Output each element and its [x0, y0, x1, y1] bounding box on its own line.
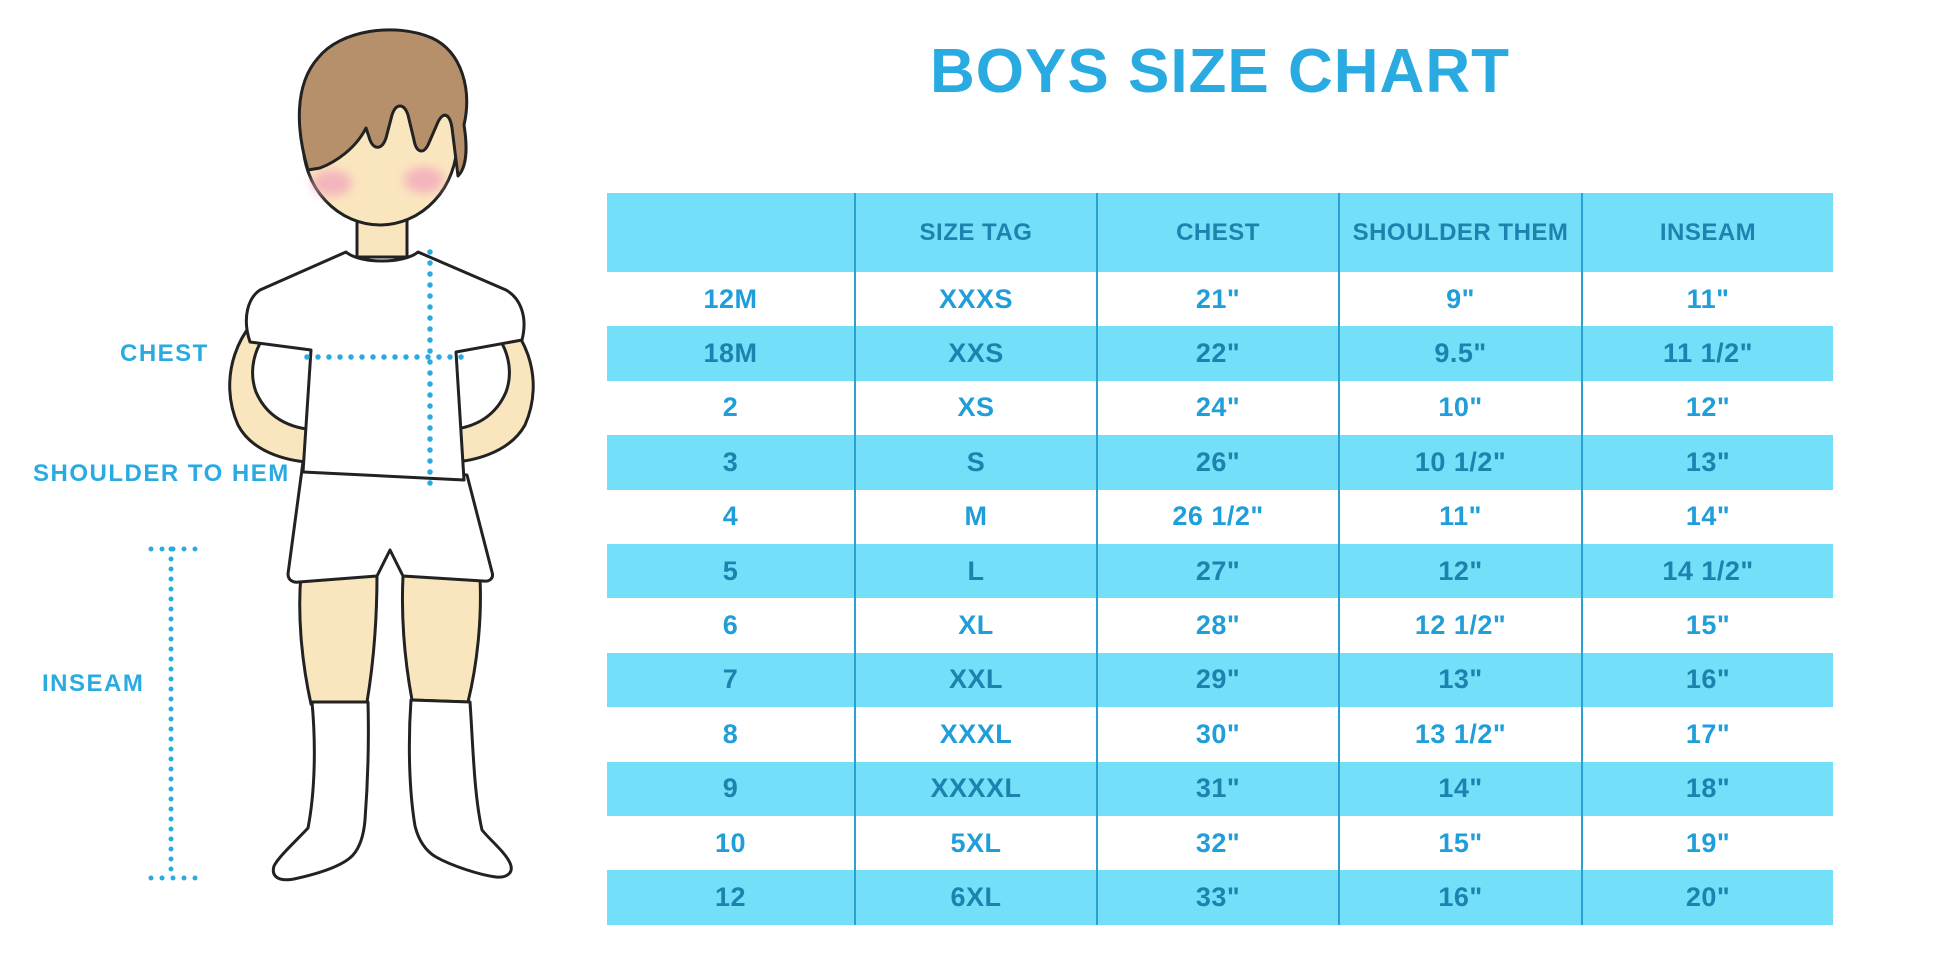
- table-cell: 4: [607, 489, 856, 544]
- table-cell: 31": [1098, 761, 1340, 816]
- header-cell-inseam: INSEAM: [1659, 218, 1757, 246]
- table-cell: 14": [1685, 501, 1731, 532]
- table-cell: 33": [1098, 870, 1340, 925]
- table-cell: 8: [607, 707, 856, 762]
- table-cell: 3: [607, 435, 856, 490]
- table-cell: 14": [1340, 761, 1583, 816]
- table-cell: M: [856, 489, 1098, 544]
- shoulder-to-hem-label: SHOULDER TO HEM: [33, 460, 290, 487]
- table-cell: 10": [1340, 380, 1583, 436]
- table-cell: 26 1/2": [1098, 489, 1340, 544]
- table-cell: 11": [1340, 489, 1583, 544]
- table-cell: 14 1/2": [1662, 555, 1754, 586]
- table-cell: 10: [607, 815, 856, 871]
- table-cell: XS: [856, 380, 1098, 436]
- table-cell: 11 1/2": [1663, 338, 1753, 369]
- table-cell: XXXS: [856, 272, 1098, 327]
- table-cell: XXS: [856, 326, 1098, 381]
- table-cell: 9": [1340, 272, 1583, 327]
- table-row: 12 6XL 33" 16" 20": [607, 870, 1833, 925]
- table-cell: 32": [1098, 815, 1340, 871]
- table-cell: XXL: [856, 652, 1098, 708]
- table-cell: 6XL: [856, 870, 1098, 925]
- table-cell: 24": [1098, 380, 1340, 436]
- table-cell: 19": [1685, 827, 1731, 858]
- boy-left-sock: [271, 700, 370, 882]
- table-cell: 12M: [607, 272, 856, 327]
- table-cell: 9: [607, 761, 856, 816]
- table-cell: 2: [607, 380, 856, 436]
- table-cell: 22": [1098, 326, 1340, 381]
- table-cell: 13 1/2": [1340, 707, 1583, 762]
- table-row: 2 XS 24" 10" 12": [607, 380, 1833, 436]
- table-row: 9 XXXXL 31" 14" 18": [607, 761, 1833, 816]
- table-row: 6 XL 28" 12 1/2" 15": [607, 598, 1833, 653]
- boy-shorts: [286, 460, 494, 584]
- table-row: 12M XXXS 21" 9" 11": [607, 272, 1833, 327]
- table-cell: 18": [1685, 773, 1731, 804]
- table-cell: 15": [1685, 610, 1731, 641]
- table-cell: 12 1/2": [1340, 598, 1583, 653]
- table-row: 3 S 26" 10 1/2" 13": [607, 435, 1833, 490]
- table-cell: 27": [1098, 543, 1340, 599]
- table-cell: 13": [1340, 652, 1583, 708]
- table-cell: 12: [607, 870, 856, 925]
- table-cell: 15": [1340, 815, 1583, 871]
- table-cell: 9.5": [1340, 326, 1583, 381]
- table-cell: 16": [1685, 664, 1731, 695]
- table-row: 10 5XL 32" 15" 19": [607, 815, 1833, 871]
- boy-right-sock: [407, 698, 513, 879]
- boy-right-cheek: [404, 167, 444, 193]
- table-cell: 5XL: [856, 815, 1098, 871]
- table-cell: 6: [607, 598, 856, 653]
- table-row: 5 L 27" 12" 14 1/2": [607, 543, 1833, 599]
- inseam-label: INSEAM: [42, 670, 145, 697]
- table-header-row: SIZE TAG CHEST SHOULDER THEM INSEAM: [607, 193, 1833, 272]
- table-cell: 10 1/2": [1340, 435, 1583, 490]
- measurement-figure: CHEST SHOULDER TO HEM INSEAM: [0, 0, 560, 973]
- table-cell: 5: [607, 543, 856, 599]
- table-cell: 11": [1686, 283, 1730, 314]
- chest-label: CHEST: [120, 340, 209, 367]
- boy-hair: [297, 28, 469, 178]
- page-title: BOYS SIZE CHART: [930, 37, 1510, 106]
- header-cell-chest: CHEST: [1098, 193, 1340, 272]
- table-cell: S: [856, 435, 1098, 490]
- boy-right-leg: [400, 574, 482, 704]
- table-cell: 30": [1098, 707, 1340, 762]
- table-cell: 18M: [607, 326, 856, 381]
- table-cell: 26": [1098, 435, 1340, 490]
- boy-shirt: [244, 250, 526, 482]
- table-row: 8 XXXL 30" 13 1/2" 17": [607, 707, 1833, 762]
- table-cell: 29": [1098, 652, 1340, 708]
- size-table: SIZE TAG CHEST SHOULDER THEM INSEAM 12M …: [607, 193, 1833, 925]
- table-row: 4 M 26 1/2" 11" 14": [607, 489, 1833, 544]
- table-cell: 28": [1098, 598, 1340, 653]
- header-cell-size: [607, 193, 856, 272]
- table-row: 7 XXL 29" 13" 16": [607, 652, 1833, 708]
- table-cell: L: [856, 543, 1098, 599]
- boy-left-leg: [298, 572, 379, 706]
- table-cell: 12": [1685, 392, 1731, 423]
- header-cell-size-tag: SIZE TAG: [856, 193, 1098, 272]
- table-cell: XL: [856, 598, 1098, 653]
- table-cell: 12": [1340, 543, 1583, 599]
- boy-illustration: [148, 28, 535, 882]
- table-cell: 17": [1685, 718, 1731, 749]
- table-cell: 21": [1098, 272, 1340, 327]
- boy-left-cheek: [312, 170, 352, 196]
- table-cell: XXXXL: [856, 761, 1098, 816]
- table-cell: XXXL: [856, 707, 1098, 762]
- table-cell: 13": [1685, 446, 1731, 477]
- table-row: 18M XXS 22" 9.5" 11 1/2": [607, 326, 1833, 381]
- table-cell: 20": [1685, 881, 1731, 912]
- header-cell-shoulder-them: SHOULDER THEM: [1340, 193, 1583, 272]
- table-cell: 16": [1340, 870, 1583, 925]
- table-cell: 7: [607, 652, 856, 708]
